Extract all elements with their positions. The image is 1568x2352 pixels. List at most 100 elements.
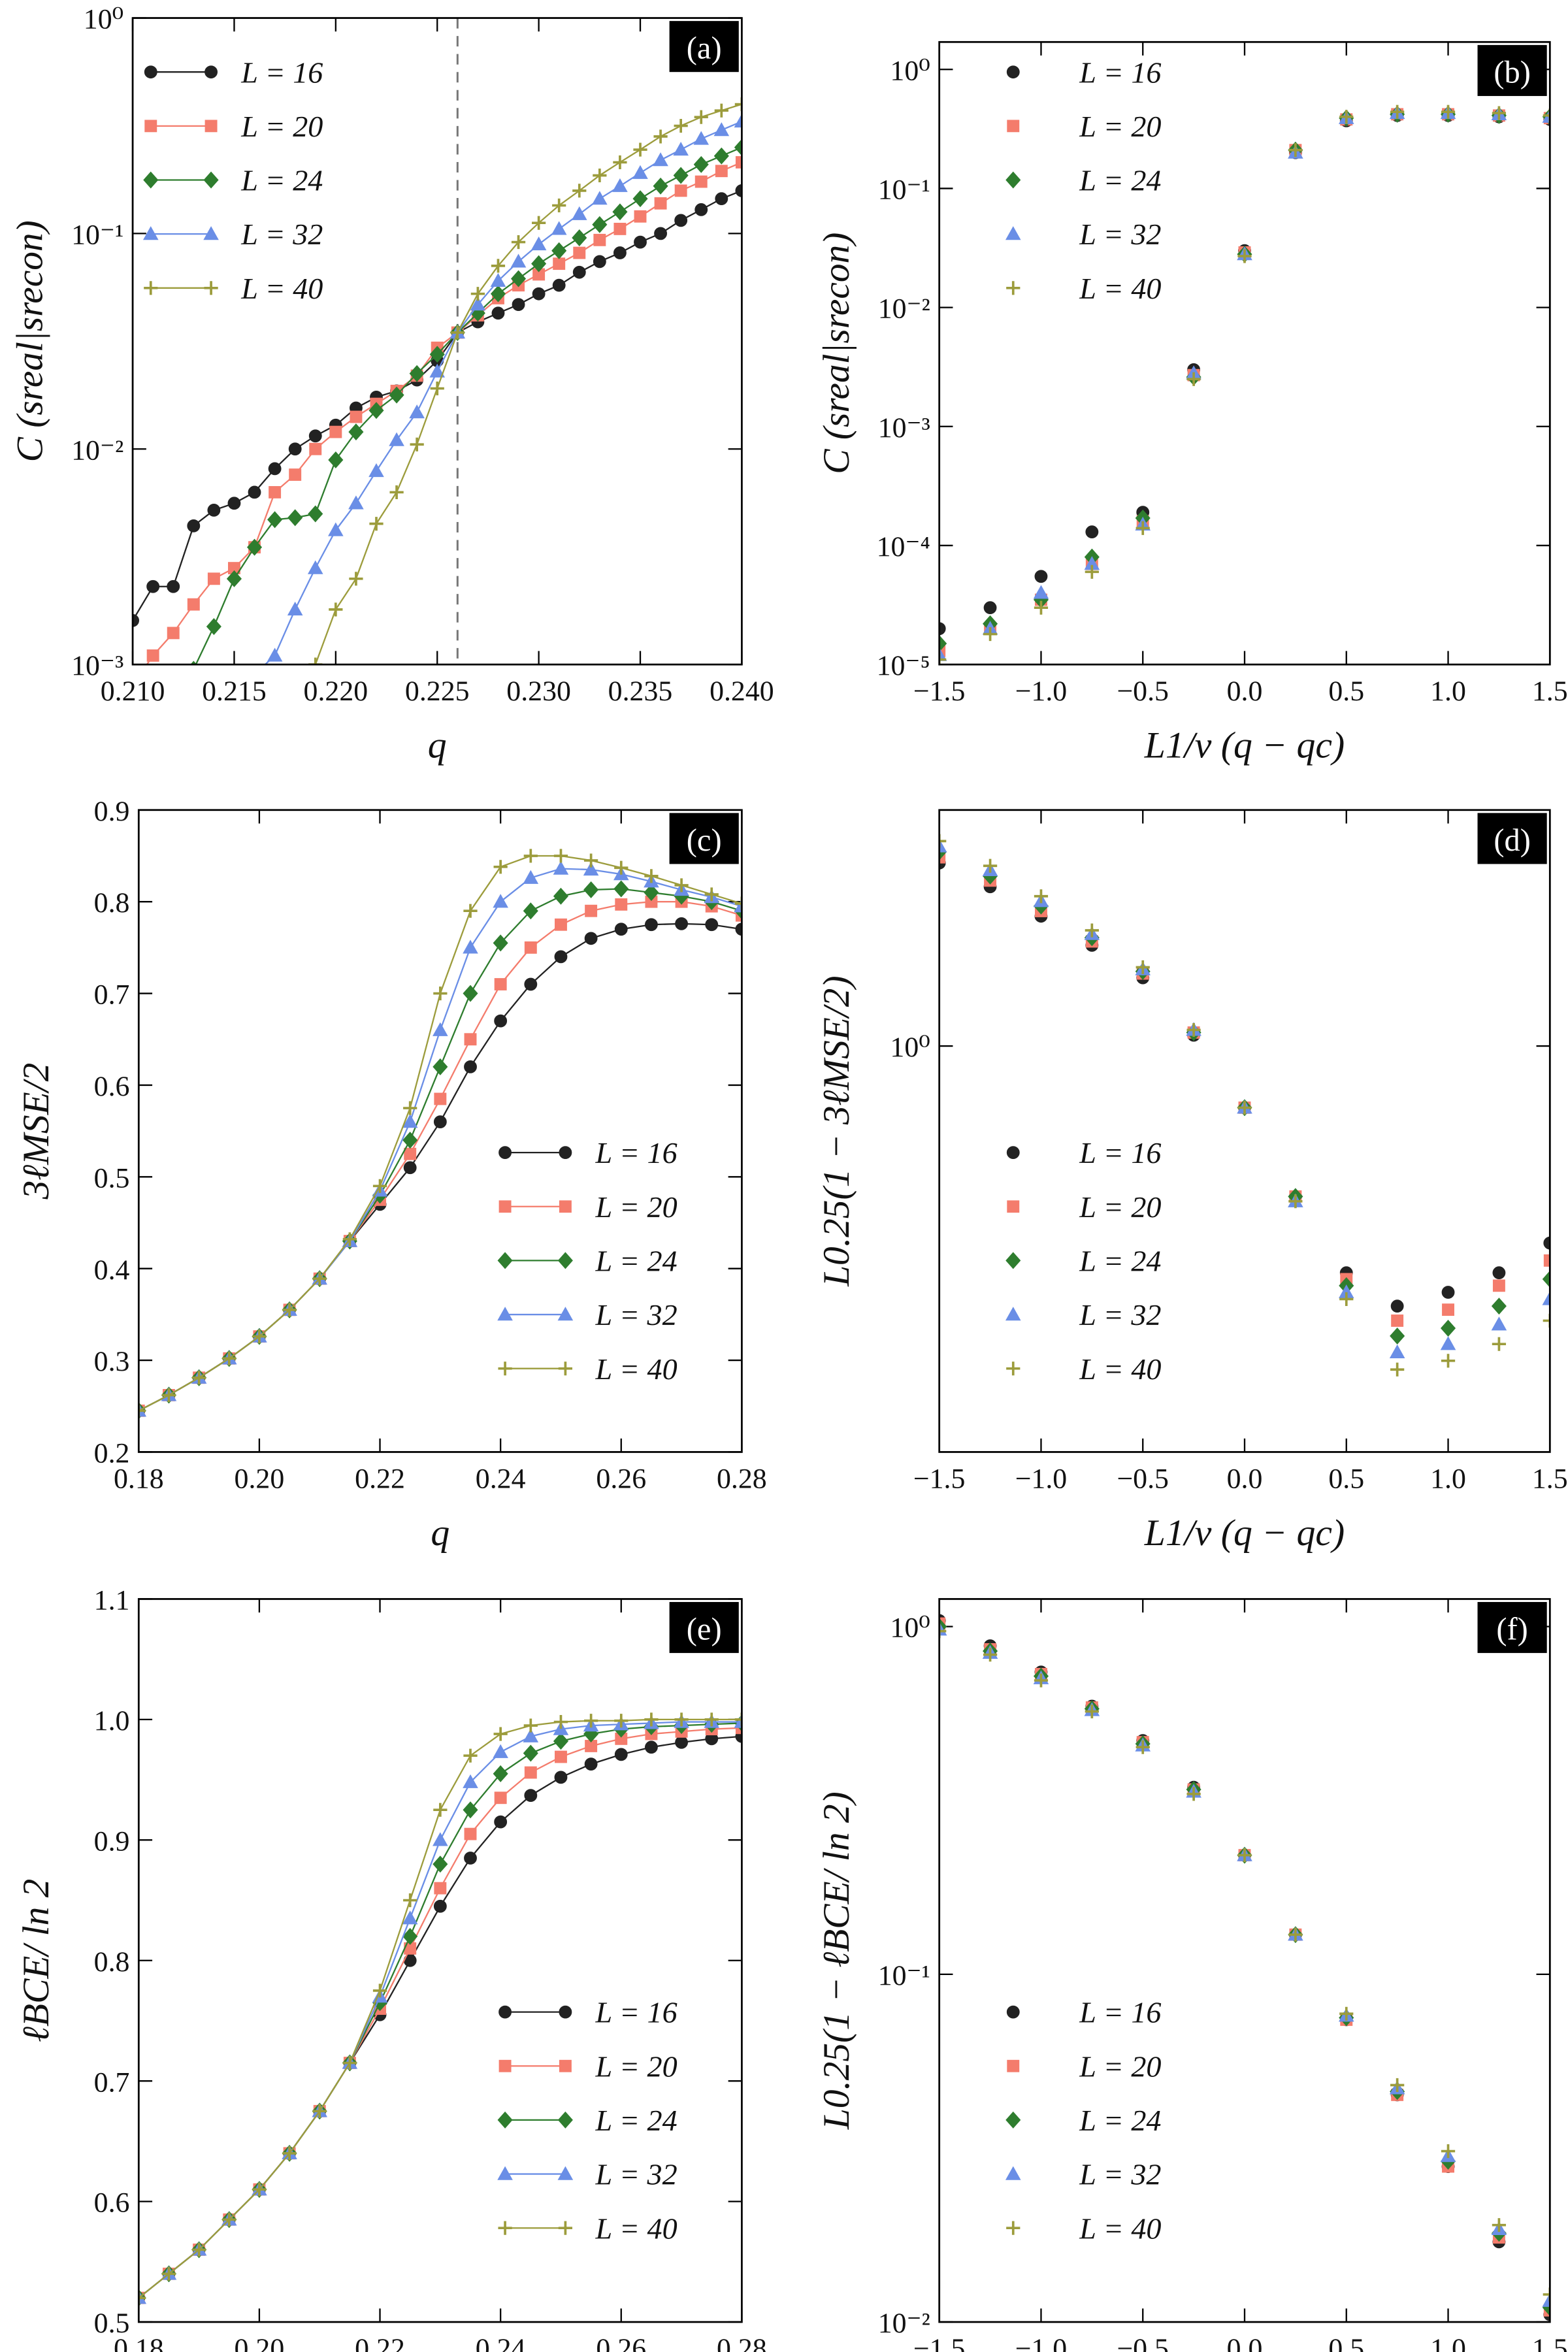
data-point — [939, 635, 947, 652]
x-tick-label: −1.5 — [913, 1463, 966, 1495]
legend-marker — [143, 171, 159, 189]
data-point — [328, 522, 344, 536]
data-point — [403, 1101, 417, 1115]
data-point — [704, 887, 719, 902]
y-tick-label: 0.4 — [94, 1254, 130, 1286]
data-point — [1442, 1303, 1455, 1316]
y-axis-label: ℓBCE/ ln 2 — [16, 1879, 57, 2042]
data-point — [1034, 1673, 1049, 1688]
y-tick-label: 10⁻¹ — [878, 174, 930, 206]
data-point — [614, 1714, 629, 1728]
x-tick-label: 0.28 — [717, 1463, 767, 1495]
data-point — [146, 721, 160, 737]
x-tick-label: 1.0 — [1430, 2333, 1466, 2352]
data-point — [704, 1712, 719, 1727]
data-point — [673, 142, 689, 156]
data-point — [592, 191, 608, 205]
data-point — [734, 1712, 742, 1727]
legend-label: L = 32 — [240, 218, 323, 251]
data-point — [288, 723, 302, 736]
data-point — [490, 272, 506, 287]
x-tick-label: −0.5 — [1117, 2333, 1169, 2352]
data-point — [402, 1910, 418, 1925]
legend-marker — [498, 1146, 512, 1159]
data-point — [125, 938, 139, 952]
data-point — [674, 214, 688, 227]
data-point — [348, 423, 364, 441]
data-point — [1390, 1362, 1405, 1377]
data-point — [735, 184, 742, 197]
data-point — [523, 849, 538, 863]
plot-frame — [938, 809, 1551, 1453]
data-point — [342, 2055, 357, 2070]
data-point — [493, 1727, 508, 1741]
data-point — [693, 131, 710, 145]
data-point — [307, 560, 323, 574]
data-point — [673, 167, 689, 184]
data-point — [222, 1351, 237, 1365]
data-point — [350, 410, 363, 423]
data-point — [715, 192, 728, 206]
legend-marker — [1006, 2221, 1021, 2235]
panel-label-box — [669, 813, 739, 864]
data-point — [161, 1388, 176, 1402]
x-tick-label: −1.0 — [1015, 2333, 1068, 2352]
data-point — [206, 618, 221, 635]
data-point — [252, 2182, 267, 2197]
data-point — [553, 257, 566, 270]
y-tick-label: 0.7 — [94, 979, 130, 1011]
data-point — [402, 1132, 418, 1149]
data-point — [309, 442, 322, 455]
data-point — [983, 627, 998, 642]
legend-label: L = 24 — [595, 2104, 678, 2137]
data-point — [653, 129, 668, 144]
data-point — [493, 1765, 508, 1782]
data-point — [634, 235, 647, 249]
y-tick-label: 10⁰ — [890, 1612, 930, 1644]
legend-label: L = 20 — [240, 110, 323, 143]
data-point — [1389, 1344, 1405, 1358]
y-tick-label: 0.9 — [94, 796, 130, 827]
data-point — [734, 1714, 742, 1728]
data-point — [1085, 564, 1099, 579]
data-point — [1033, 585, 1049, 599]
legend-marker — [144, 120, 157, 133]
y-tick-label: 10⁻³ — [878, 412, 930, 444]
x-tick-label: 1.5 — [1532, 676, 1568, 707]
data-point — [430, 381, 444, 396]
y-tick-label: 10⁻¹ — [71, 220, 123, 251]
data-point — [329, 425, 342, 438]
data-point — [1390, 1327, 1405, 1345]
data-point — [734, 113, 742, 128]
x-tick-label: 0.20 — [235, 2333, 285, 2352]
data-point — [269, 486, 282, 498]
legend-label: L = 32 — [595, 2158, 678, 2191]
data-point — [464, 1852, 477, 1865]
data-point — [463, 1748, 478, 1763]
y-tick-label: 10⁰ — [890, 1032, 930, 1063]
x-tick-label: 0.22 — [355, 1463, 405, 1495]
legend-marker — [204, 120, 218, 133]
data-point — [523, 1718, 538, 1733]
data-point — [404, 1147, 417, 1160]
legend-marker — [144, 281, 158, 295]
legend-label: L = 16 — [1079, 1996, 1161, 2029]
data-point — [227, 497, 241, 510]
data-point — [1491, 1316, 1507, 1331]
data-point — [694, 175, 708, 188]
data-point — [674, 1712, 689, 1727]
legend-label: L = 16 — [595, 1996, 678, 2029]
legend-label: L = 24 — [1079, 1245, 1161, 1278]
data-point — [583, 881, 599, 898]
data-point — [389, 485, 404, 499]
x-tick-label: 0.0 — [1227, 2333, 1263, 2352]
legend-marker — [497, 2166, 513, 2180]
legend-marker — [498, 2005, 512, 2019]
data-point — [552, 198, 566, 212]
x-tick-label: −1.0 — [1015, 1463, 1068, 1495]
plot-frame — [131, 17, 743, 666]
data-point — [1135, 1740, 1150, 1754]
data-point — [532, 287, 546, 301]
data-point — [654, 197, 667, 210]
x-tick-label: 0.20 — [235, 1463, 285, 1495]
